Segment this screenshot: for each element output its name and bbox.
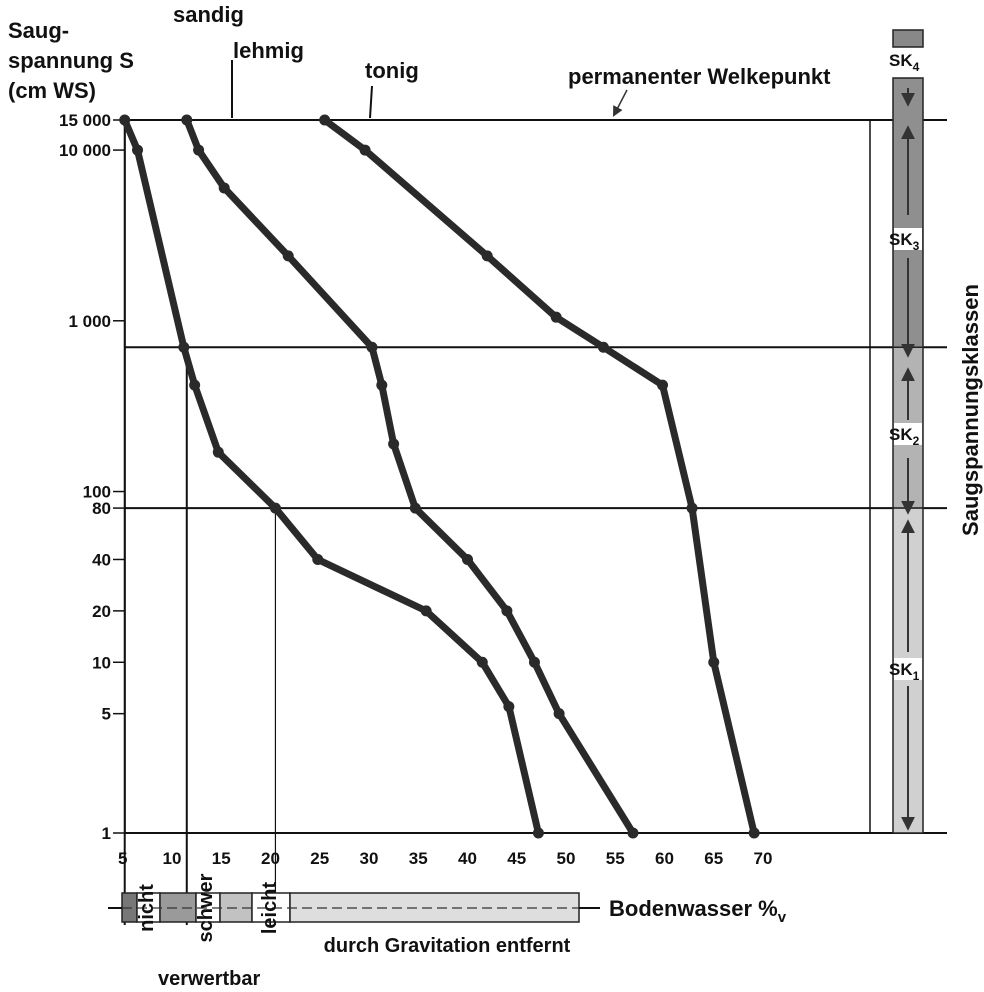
data-point-sandig (212, 446, 224, 458)
data-point-sandig (178, 341, 190, 353)
wilting-point-arrow (613, 89, 628, 117)
data-point-sandig (503, 701, 515, 713)
data-point-lehmig (553, 708, 565, 720)
data-point-lehmig (388, 438, 400, 450)
data-point-lehmig (181, 114, 193, 126)
availability-label: durch Gravitation entfernt (324, 935, 571, 957)
data-point-sandig (476, 656, 488, 668)
ylabel-line-3: (cm WS) (8, 78, 96, 103)
series-line-lehmig (183, 116, 637, 837)
series-label-sandig: sandig (173, 2, 244, 27)
data-point-sandig (532, 827, 544, 839)
data-point-tonig (686, 502, 698, 514)
y-tick-label: 1 (102, 824, 111, 843)
data-point-tonig (359, 144, 371, 156)
wilting-point-label: permanenter Welkepunkt (568, 64, 831, 89)
x-tick-label: 15 (212, 849, 231, 868)
data-point-lehmig (282, 250, 294, 262)
x-tick-label: 70 (754, 849, 773, 868)
sk-class-label: SK2 (889, 425, 920, 448)
sk-class-label: SK4 (889, 51, 920, 74)
data-point-sandig (269, 502, 281, 514)
availability-label: schwer (195, 873, 217, 942)
data-point-lehmig (376, 379, 388, 391)
x-tick-label: 40 (458, 849, 477, 868)
x-tick-label: 20 (261, 849, 280, 868)
data-point-sandig (132, 144, 144, 156)
x-tick-label: 25 (310, 849, 329, 868)
y-tick-label: 20 (92, 602, 111, 621)
xlabel: Bodenwasser %v (609, 896, 787, 926)
availability-label: leicht (259, 882, 281, 935)
sk-label-bg (894, 49, 922, 71)
data-point-lehmig (501, 605, 513, 617)
x-tick-label: 55 (606, 849, 625, 868)
y-tick-label: 5 (102, 705, 111, 724)
data-point-sandig (312, 553, 324, 565)
availability-label: nicht (136, 884, 158, 932)
data-point-lehmig (218, 182, 230, 194)
x-tick-label: 10 (163, 849, 182, 868)
data-point-tonig (481, 250, 493, 262)
sk-label-bg (894, 228, 922, 250)
y-tick-label: 80 (92, 499, 111, 518)
y-tick-label: 10 000 (59, 141, 111, 160)
right-axis-label: Saugspannungsklassen (958, 284, 983, 536)
data-point-lehmig (366, 341, 378, 353)
x-tick-label: 65 (704, 849, 723, 868)
x-tick-label: 35 (409, 849, 428, 868)
y-tick-label: 1 000 (68, 312, 111, 331)
availability-caption: verwertbar (158, 968, 260, 990)
data-point-tonig (550, 311, 562, 323)
sk-label-bg (894, 423, 922, 445)
data-point-tonig (319, 114, 331, 126)
data-point-sandig (119, 114, 131, 126)
data-point-lehmig (528, 656, 540, 668)
y-tick-label: 40 (92, 550, 111, 569)
x-tick-label: 5 (118, 849, 127, 868)
data-point-sandig (420, 605, 432, 617)
data-point-tonig (748, 827, 760, 839)
data-point-lehmig (462, 553, 473, 565)
sk-class-label: SK1 (889, 660, 920, 683)
y-tick-label: 15 000 (59, 111, 111, 130)
series-line-tonig (321, 116, 758, 837)
x-tick-label: 30 (360, 849, 379, 868)
series-label-tonig: tonig (365, 58, 419, 83)
data-point-lehmig (193, 144, 205, 156)
data-point-lehmig (627, 827, 639, 839)
sk-class-label: SK3 (889, 230, 920, 253)
tonig-leader (369, 85, 373, 119)
y-tick-label: 10 (92, 653, 111, 672)
data-point-lehmig (409, 502, 421, 514)
y-tick-label: 100 (83, 483, 111, 502)
x-tick-label: 45 (507, 849, 526, 868)
data-point-sandig (189, 379, 201, 391)
ylabel-line-2: spannung S (8, 48, 134, 73)
x-tick-label: 60 (655, 849, 674, 868)
data-point-tonig (708, 656, 720, 668)
data-point-tonig (597, 341, 609, 353)
series-label-lehmig: lehmig (233, 38, 304, 63)
data-point-tonig (657, 379, 669, 391)
x-tick-label: 50 (557, 849, 576, 868)
sk-bar-cap (892, 29, 924, 48)
sk-label-bg (894, 658, 922, 680)
ylabel-line-1: Saug- (8, 18, 69, 43)
